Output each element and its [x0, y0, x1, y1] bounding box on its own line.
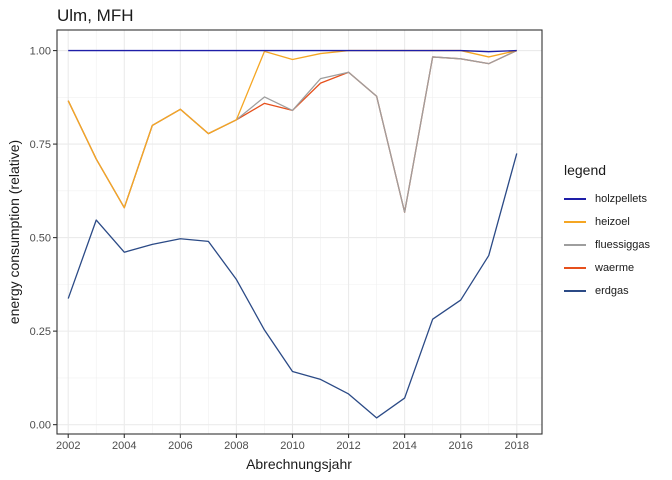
legend-swatch — [564, 266, 586, 269]
x-axis: 2002 2004 2006 2008 2010 2012 2014 2016 2018 — [56, 434, 529, 452]
legend-item-holzpellets: holzpellets — [564, 187, 650, 210]
x-tick-label: 2010 — [280, 440, 304, 452]
legend-swatch — [564, 197, 586, 200]
legend-label: waerme — [595, 261, 635, 274]
series-line-erdgas — [67, 153, 518, 419]
legend-items: holzpellets heizoel fluessiggas waerme erdga… — [564, 187, 650, 302]
y-tick-label: 0.00 — [30, 420, 51, 432]
legend-swatch — [564, 220, 586, 223]
legend-label: heizoel — [595, 215, 630, 228]
plot-border — [56, 29, 543, 435]
legend-item-fluessiggas: fluessiggas — [564, 233, 650, 256]
y-axis-label: energy consumption (relative) — [6, 140, 22, 324]
x-tick-label: 2008 — [224, 440, 248, 452]
legend: legend holzpellets heizoel fluessiggas waer… — [564, 162, 650, 302]
y-axis: 0.00 0.25 0.50 0.75 1.00 — [30, 46, 57, 432]
legend-label: holzpellets — [595, 192, 647, 205]
chart-title: Ulm, MFH — [57, 6, 133, 25]
x-tick-label: 2014 — [392, 440, 416, 452]
x-tick-label: 2012 — [336, 440, 360, 452]
y-tick-label: 0.75 — [30, 139, 51, 151]
x-tick-label: 2018 — [505, 440, 529, 452]
legend-title: legend — [564, 162, 607, 178]
y-tick-label: 0.25 — [30, 326, 51, 338]
x-tick-label: 2006 — [168, 440, 192, 452]
legend-item-waerme: waerme — [564, 256, 650, 279]
x-tick-label: 2016 — [448, 440, 472, 452]
y-tick-label: 0.50 — [30, 233, 51, 245]
legend-swatch — [564, 289, 586, 292]
y-tick-label: 1.00 — [30, 46, 51, 58]
legend-item-erdgas: erdgas — [564, 279, 650, 302]
x-tick-label: 2002 — [56, 440, 80, 452]
x-tick-label: 2004 — [112, 440, 136, 452]
legend-swatch — [564, 243, 586, 246]
series-line-holzpellets — [68, 49, 517, 53]
series-lines — [67, 49, 518, 419]
x-axis-label: Abrechnungsjahr — [246, 456, 352, 472]
legend-label: fluessiggas — [595, 238, 651, 251]
legend-item-heizoel: heizoel — [564, 210, 650, 233]
legend-label: erdgas — [595, 284, 629, 297]
